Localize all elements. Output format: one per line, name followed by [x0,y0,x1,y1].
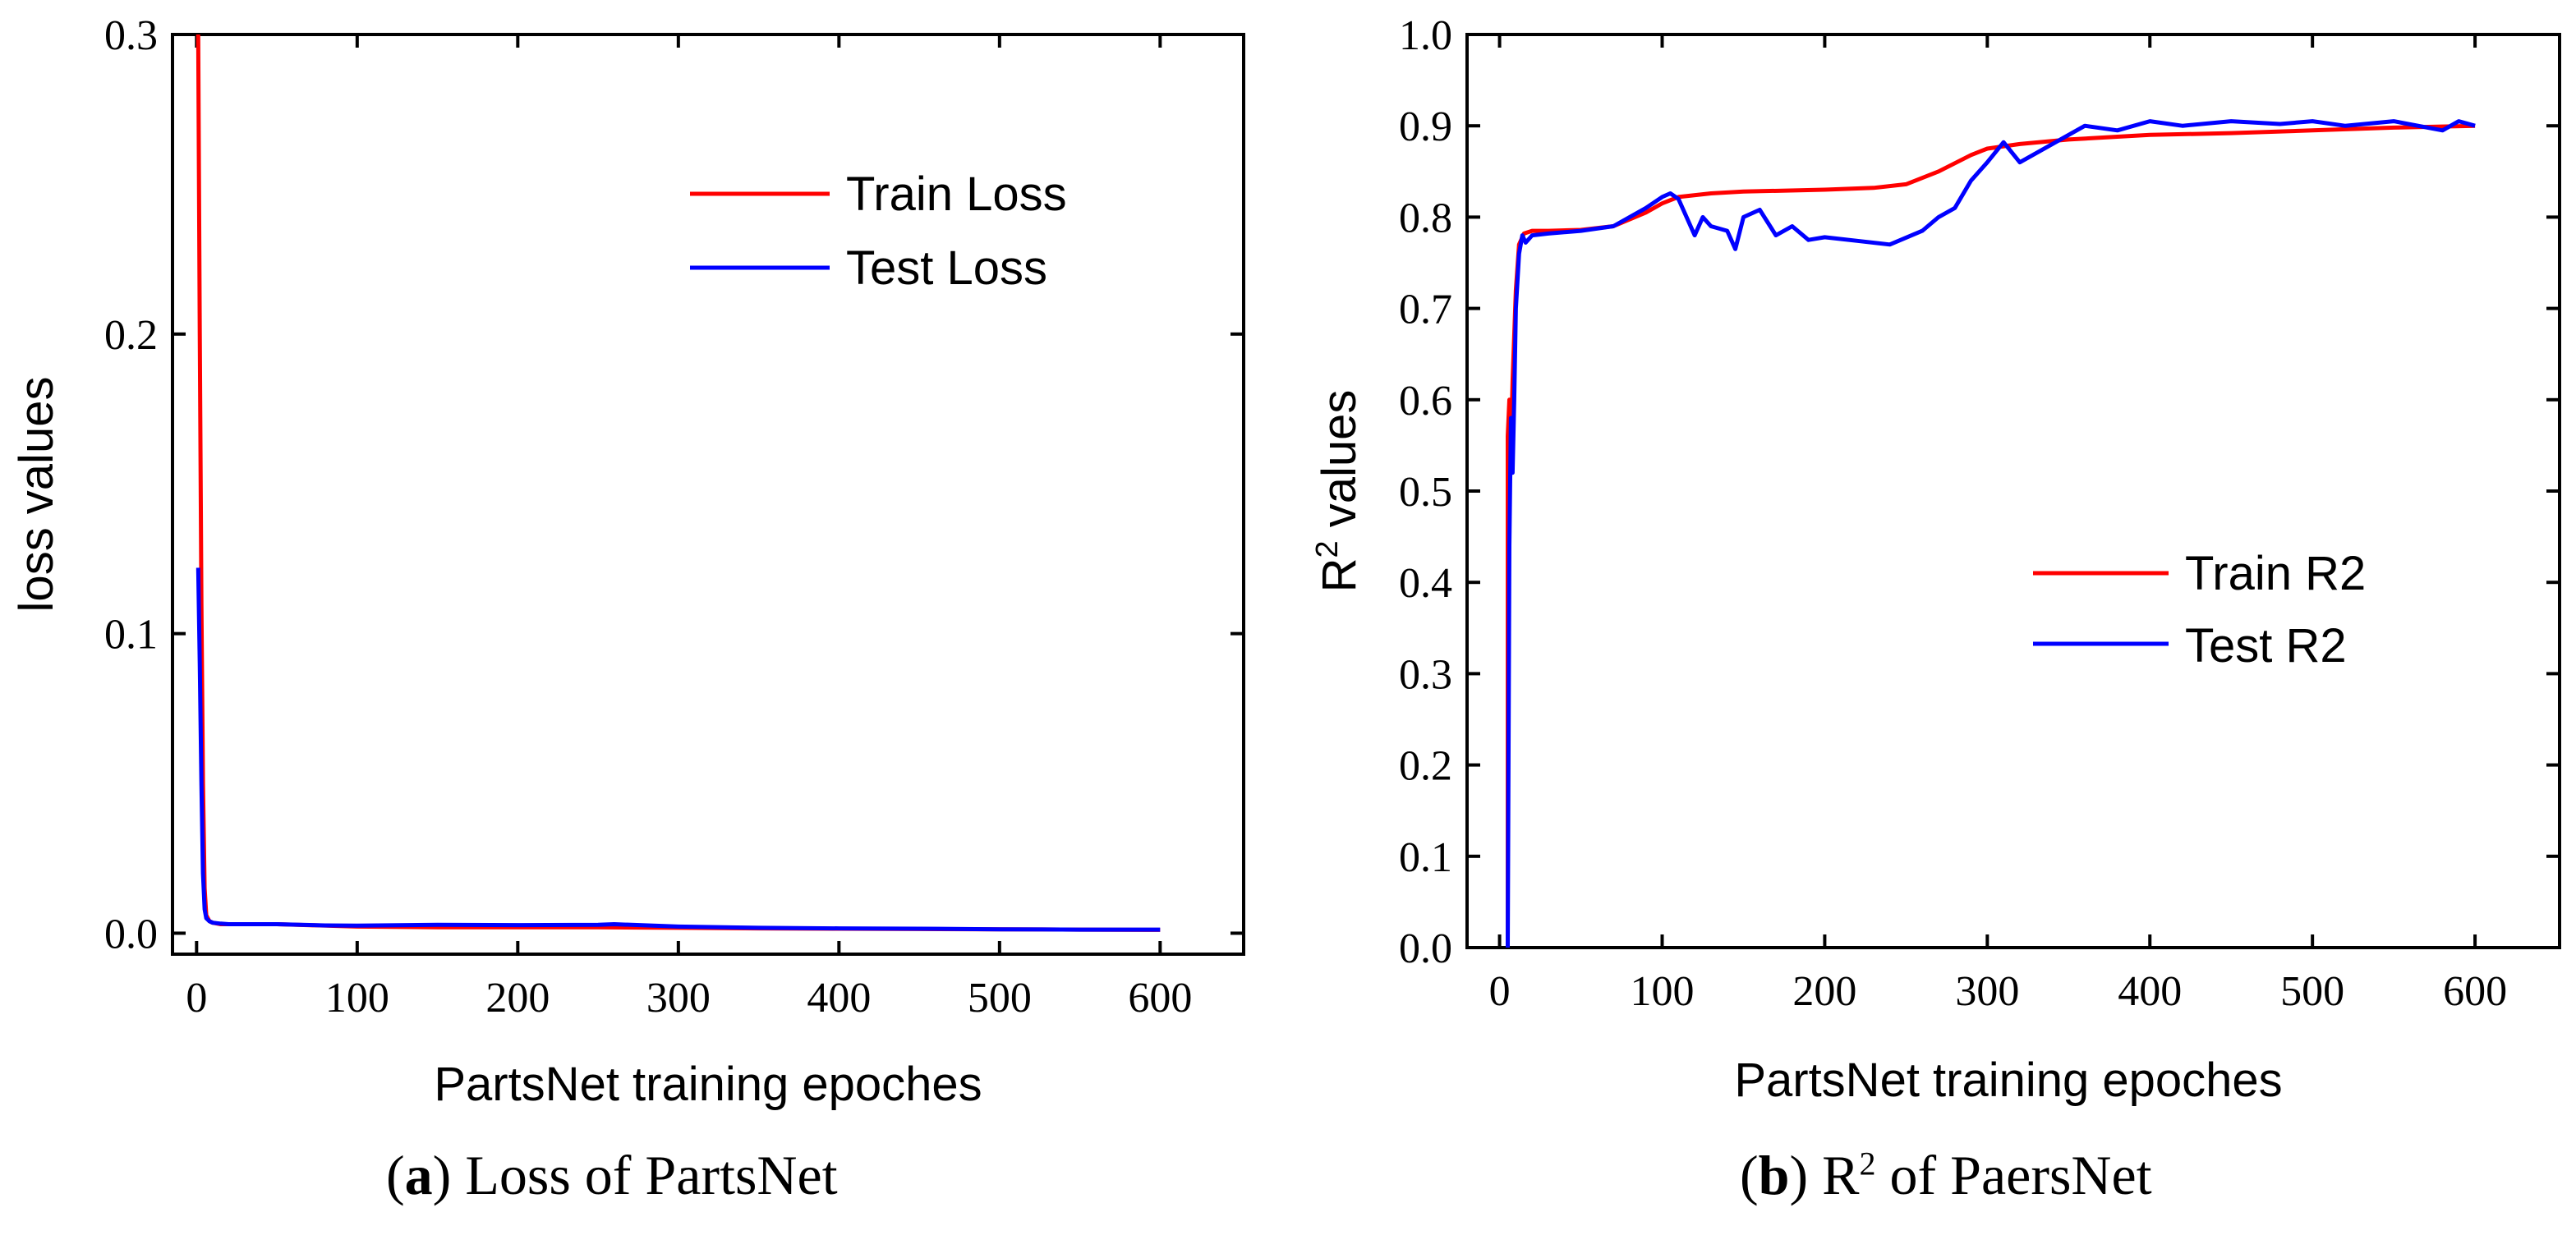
legend-test-r2-label: Test R2 [2185,619,2347,673]
panel-b-y-tick-label: 0.5 [1399,469,1452,516]
panel-b-y-tick-label: 1.0 [1399,12,1452,59]
caption-a: (a) Loss of PartsNet [386,1144,838,1206]
caption-b-sup: 2 [1859,1145,1876,1182]
panel-a-y-tick-label: 0.2 [104,312,158,359]
panel-a-x-tick-label: 100 [325,975,389,1022]
panel-b-y-tick-label: 0.8 [1399,195,1452,241]
panel-a-y-axis-label: loss values [10,377,63,613]
panel-a-y-tick-label: 0.3 [104,12,158,59]
panel-b-series-test-r2 [1506,119,2476,948]
panel-b-x-tick-label: 300 [1955,968,2019,1015]
legend-train-r2-label: Train R2 [2185,547,2366,600]
panel-b-y-tick-label: 0.9 [1399,103,1452,150]
panel-b-r2-chart: 0 100 200 300 400 500 600 0.0 0.1 0.2 0.3 0.4 0.5 0.6… [1310,12,2561,1107]
caption-b-text: of PaersNet [1889,1144,2152,1206]
panel-a-x-tick-label: 300 [646,975,711,1022]
panel-b-x-tick-label: 0 [1489,968,1511,1015]
panel-b-y-tick-label: 0.1 [1399,834,1452,881]
panel-a-y-tick-label: 0.1 [104,612,158,659]
panel-b-frame [1465,33,2561,949]
caption-b-r: R [1822,1144,1860,1206]
panel-a-x-axis-label: PartsNet training epoches [434,1058,982,1111]
caption-a-label: a [404,1144,433,1206]
panel-a-x-tick-label: 600 [1128,975,1192,1022]
panel-a-x-tick-label: 0 [186,975,207,1022]
caption-a-text: Loss of PartsNet [465,1144,838,1206]
panel-b-x-tick-label: 100 [1631,968,1695,1015]
panel-a-series-test-loss [196,567,1161,932]
panel-a-x-tick-label: 500 [968,975,1032,1022]
caption-b: (b) R2 of PaersNet [1740,1144,2152,1206]
panel-a-x-tick-label: 200 [485,975,550,1022]
panel-b-x-tick-label: 500 [2280,968,2344,1015]
legend-test-loss-label: Test Loss [846,241,1047,295]
panel-b-y-tick-label: 0.6 [1399,378,1452,425]
panel-b-x-tick-label: 200 [1792,968,1856,1015]
panel-b-legend: Train R2 Test R2 [2033,547,2366,673]
panel-b-series-train-r2 [1506,123,2476,948]
panel-b-y-tick-label: 0.3 [1399,651,1452,698]
panel-a-frame [171,33,1245,956]
panel-a-loss-chart: 0 100 200 300 400 500 600 0.0 0.1 0.2 0.3 PartsNet… [10,12,1245,1111]
panel-b-y-axis-label: R2 values [1310,390,1366,593]
panel-b-y-tick-label: 0.7 [1399,287,1452,333]
caption-b-label: b [1758,1144,1790,1206]
legend-train-loss-label: Train Loss [846,168,1067,221]
panel-a-x-tick-label: 400 [807,975,871,1022]
panel-b-y-tick-label: 0.0 [1399,925,1452,972]
panel-b-x-tick-label: 400 [2118,968,2182,1015]
panel-b-y-tick-label: 0.4 [1399,560,1452,607]
panel-b-x-axis-label: PartsNet training epoches [1734,1054,2282,1107]
panel-a-legend: Train Loss Test Loss [690,168,1067,295]
panel-b-x-tick-label: 600 [2443,968,2507,1015]
panel-a-y-tick-label: 0.0 [104,911,158,957]
panel-b-y-tick-label: 0.2 [1399,743,1452,790]
